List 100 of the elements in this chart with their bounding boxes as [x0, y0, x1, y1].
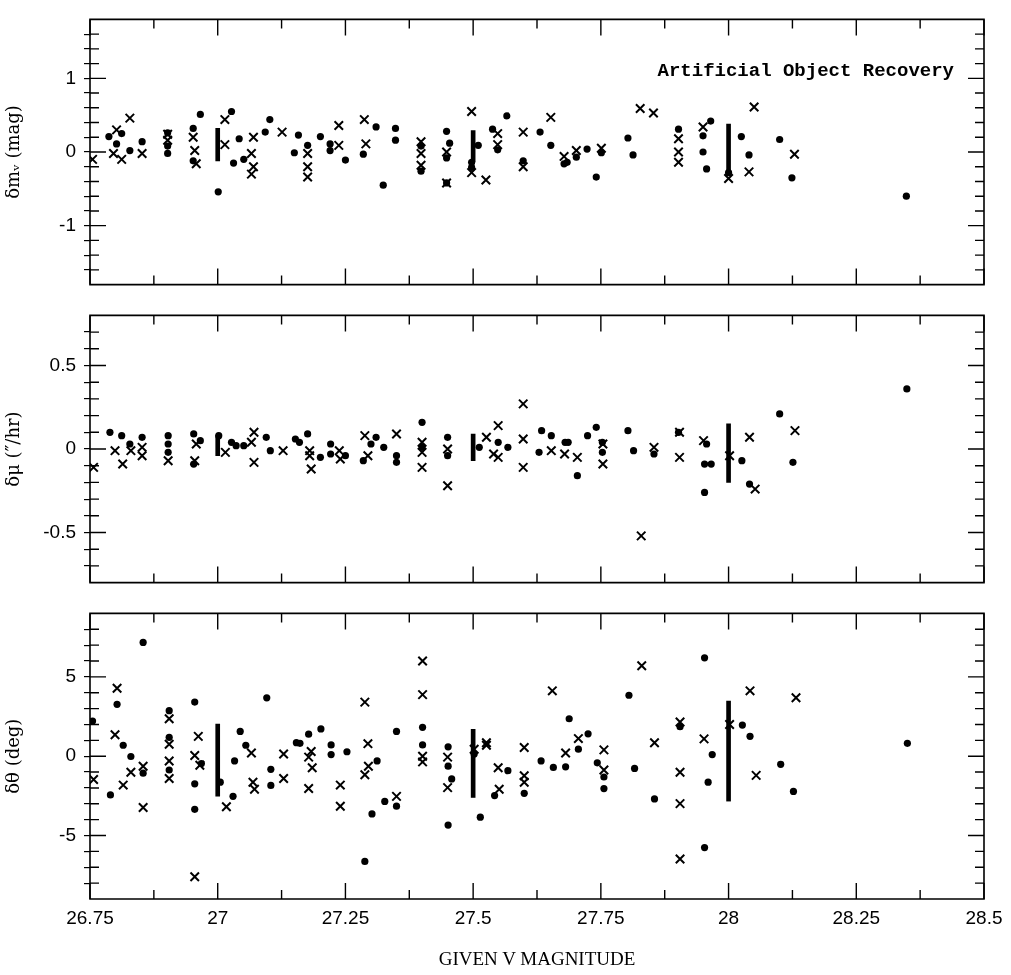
y-axis-title: δμ (″/hr): [2, 411, 24, 487]
point: [124, 112, 136, 124]
point: [698, 435, 709, 446]
point: [360, 138, 372, 150]
point: [624, 427, 632, 435]
point: [546, 445, 557, 456]
point: [571, 145, 582, 156]
point: [240, 442, 248, 450]
point: [648, 107, 659, 119]
point: [535, 448, 543, 456]
point: [492, 452, 504, 463]
point: [596, 143, 607, 154]
point: [327, 450, 335, 458]
point: [359, 430, 371, 441]
point: [304, 430, 312, 438]
bar: [726, 423, 731, 483]
annotation: Artificial Object Recovery: [657, 60, 955, 83]
point: [789, 458, 797, 466]
point: [219, 139, 231, 150]
point: [118, 432, 126, 440]
point: [748, 101, 760, 113]
point: [674, 452, 685, 463]
point: [517, 398, 529, 410]
point: [724, 450, 735, 461]
point: [444, 433, 452, 441]
point: [372, 433, 380, 441]
y-tick-label: -1: [59, 213, 76, 235]
point: [745, 480, 754, 488]
point: [108, 148, 119, 159]
point: [629, 447, 638, 455]
point: [559, 448, 570, 460]
x-tick-label: 28.5: [965, 906, 1003, 928]
point: [547, 432, 555, 440]
point: [517, 161, 529, 172]
point: [504, 443, 512, 451]
x-tick-label: 28.25: [832, 906, 881, 928]
point: [442, 480, 453, 491]
point: [359, 114, 370, 125]
point: [220, 447, 231, 458]
point: [538, 427, 546, 435]
point: [232, 442, 240, 450]
point: [327, 440, 335, 448]
point: [776, 410, 784, 418]
y-tick-label: -0.5: [43, 520, 76, 542]
point: [333, 120, 345, 131]
y-tick-label: -5: [59, 823, 76, 845]
point: [277, 445, 289, 456]
point: [723, 173, 734, 184]
point: [392, 458, 401, 466]
point: [517, 126, 529, 138]
point: [592, 423, 600, 431]
x-tick-label: 27.25: [321, 906, 370, 928]
point: [109, 445, 121, 456]
point: [276, 126, 288, 138]
point: [359, 457, 367, 465]
point: [492, 420, 504, 431]
bar: [215, 723, 221, 797]
bar: [726, 700, 731, 802]
point: [442, 443, 453, 455]
point: [164, 432, 172, 440]
point: [191, 158, 202, 170]
point: [262, 433, 270, 441]
point: [416, 462, 428, 473]
x-axis-title: GIVEN V MAGNITUDE: [438, 947, 636, 969]
point: [673, 133, 684, 144]
point: [466, 106, 477, 117]
y-tick-label: 0.5: [49, 353, 76, 375]
point: [125, 445, 137, 456]
point: [227, 438, 236, 446]
point: [558, 151, 570, 162]
point: [648, 442, 660, 453]
point: [295, 438, 304, 446]
x-tick-label: 27.5: [454, 906, 492, 928]
point: [111, 124, 122, 136]
y-tick-label: 5: [65, 665, 76, 687]
point: [789, 148, 800, 160]
point: [700, 460, 709, 468]
point: [572, 452, 583, 463]
point: [191, 438, 202, 450]
x-tick-label: 26.75: [66, 906, 114, 928]
point: [106, 428, 114, 436]
y-tick-label: 0: [65, 140, 76, 162]
point: [517, 433, 529, 445]
point: [117, 458, 128, 470]
point: [190, 430, 198, 438]
y-tick-label: 0: [65, 744, 76, 766]
point: [162, 455, 174, 466]
point: [650, 450, 658, 458]
y-axis-title: δmᵥ (mag): [2, 105, 24, 199]
point: [444, 452, 452, 460]
point: [583, 432, 592, 440]
point: [215, 432, 223, 440]
point: [494, 438, 502, 446]
point: [138, 433, 146, 441]
y-axis-title: δθ (deg): [2, 718, 24, 794]
point: [517, 462, 529, 473]
point: [380, 443, 388, 451]
point: [302, 148, 313, 159]
point: [480, 174, 492, 186]
point: [189, 145, 200, 156]
